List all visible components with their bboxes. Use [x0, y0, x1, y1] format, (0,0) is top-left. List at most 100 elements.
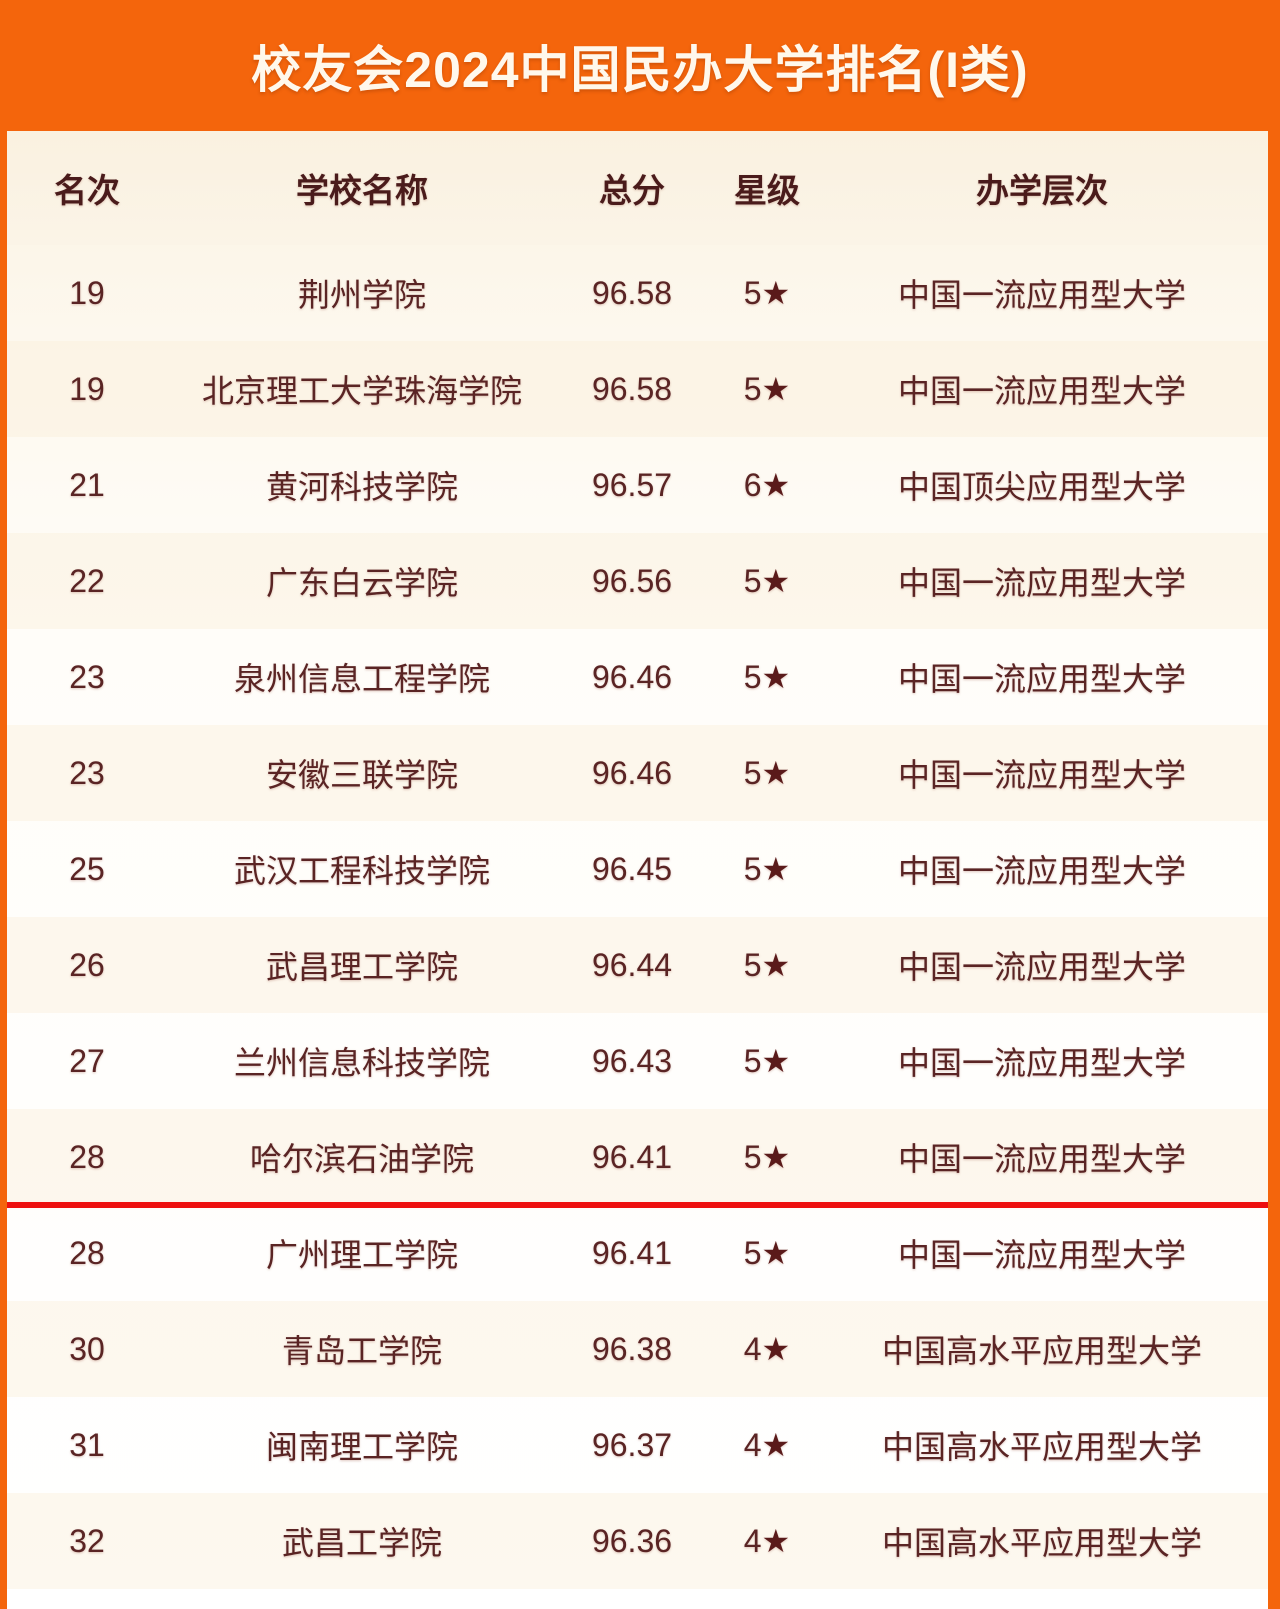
cell-star: 5 ★ — [743, 754, 791, 792]
cell-name: 北京理工大学珠海学院 — [201, 373, 522, 409]
cell-star: 5 ★ — [743, 1042, 791, 1080]
cell-level: 中国一流应用型大学 — [897, 1141, 1186, 1177]
table-row[interactable]: 30 青岛工学院 96.38 4 ★ 中国高水平应用型大学 — [7, 1301, 1268, 1397]
table-header-row: 名次 学校名称 总分 星级 办学层次 — [7, 131, 1268, 245]
cell-score: 96.58 — [591, 274, 673, 311]
star-icon: ★ — [761, 659, 791, 695]
cell-name: 闽南理工学院 — [265, 1429, 458, 1465]
cell-score: 96.43 — [591, 1042, 673, 1079]
cell-star: 5 ★ — [743, 370, 791, 408]
cell-level: 中国一流应用型大学 — [897, 277, 1186, 313]
cell-star: 4 ★ — [743, 1330, 791, 1368]
right-border-rail — [1268, 131, 1280, 1609]
title-banner: 校友会2024中国民办大学排名(I类) — [0, 0, 1280, 131]
cell-rank: 30 — [69, 1330, 105, 1367]
cell-level: 中国一流应用型大学 — [897, 757, 1186, 793]
cell-star: 5 ★ — [743, 274, 791, 312]
table-row[interactable]: 23 安徽三联学院 96.46 5 ★ 中国一流应用型大学 — [7, 725, 1268, 821]
cell-name: 广东白云学院 — [265, 565, 458, 601]
table-row[interactable]: 19 荆州学院 96.58 5 ★ 中国一流应用型大学 — [7, 245, 1268, 341]
cell-level: 中国一流应用型大学 — [897, 373, 1186, 409]
cell-rank: 19 — [69, 274, 105, 311]
cell-level: 中国一流应用型大学 — [897, 661, 1186, 697]
cell-level: 中国高水平应用型大学 — [881, 1429, 1202, 1465]
cell-name: 泉州信息工程学院 — [233, 661, 490, 697]
cell-score: 96.46 — [591, 658, 673, 695]
table-row[interactable]: 22 广东白云学院 96.56 5 ★ 中国一流应用型大学 — [7, 533, 1268, 629]
cell-star: 5 ★ — [743, 1234, 791, 1272]
cell-level: 中国一流应用型大学 — [897, 853, 1186, 889]
cell-star: 5 ★ — [743, 658, 791, 696]
cell-name: 安徽三联学院 — [265, 757, 458, 793]
cell-rank: 22 — [69, 562, 105, 599]
cell-star: 6 ★ — [743, 466, 791, 504]
cell-rank: 28 — [69, 1138, 105, 1175]
table-row[interactable]: 23 泉州信息工程学院 96.46 5 ★ 中国一流应用型大学 — [7, 629, 1268, 725]
table-row[interactable]: 26 武昌理工学院 96.44 5 ★ 中国一流应用型大学 — [7, 917, 1268, 1013]
cell-level: 中国高水平应用型大学 — [881, 1525, 1202, 1561]
cell-level: 中国高水平应用型大学 — [881, 1333, 1202, 1369]
column-header-level: 办学层次 — [976, 172, 1108, 209]
cell-star: 5 ★ — [743, 850, 791, 888]
table-row[interactable]: 31 闽南理工学院 96.37 4 ★ 中国高水平应用型大学 — [7, 1397, 1268, 1493]
cell-name: 青岛工学院 — [281, 1333, 442, 1369]
cell-rank: 21 — [69, 466, 105, 503]
table-row[interactable]: 32 武昌工学院 96.36 4 ★ 中国高水平应用型大学 — [7, 1493, 1268, 1589]
column-header-score: 总分 — [599, 172, 665, 209]
table-row[interactable]: 28 哈尔滨石油学院 96.41 5 ★ 中国一流应用型大学 — [7, 1109, 1268, 1205]
table-row[interactable]: 21 黄河科技学院 96.57 6 ★ 中国顶尖应用型大学 — [7, 437, 1268, 533]
ranking-table: 名次 学校名称 总分 星级 办学层次 19 荆州学院 96.58 5 ★ 中国一流应用型大… — [7, 131, 1268, 1609]
star-icon: ★ — [761, 755, 791, 791]
column-header-star: 星级 — [734, 172, 800, 209]
cell-name: 兰州信息科技学院 — [233, 1045, 490, 1081]
cell-name: 荆州学院 — [297, 277, 426, 313]
cell-score: 96.57 — [591, 466, 673, 503]
column-header-name: 学校名称 — [296, 172, 428, 209]
cell-level: 中国一流应用型大学 — [897, 1045, 1186, 1081]
cell-rank: 32 — [69, 1522, 105, 1559]
cell-score: 96.46 — [591, 754, 673, 791]
star-icon: ★ — [761, 563, 791, 599]
cell-rank: 25 — [69, 850, 105, 887]
table-body: 19 荆州学院 96.58 5 ★ 中国一流应用型大学 19 北京理工大学珠海学院 96.58 5… — [7, 245, 1268, 1589]
highlight-divider — [7, 1202, 1268, 1208]
cell-level: 中国顶尖应用型大学 — [897, 469, 1186, 505]
cell-star: 4 ★ — [743, 1522, 791, 1560]
cell-name: 武昌理工学院 — [265, 949, 458, 985]
star-icon: ★ — [761, 275, 791, 311]
cell-score: 96.36 — [591, 1522, 673, 1559]
table-row[interactable]: 19 北京理工大学珠海学院 96.58 5 ★ 中国一流应用型大学 — [7, 341, 1268, 437]
cell-rank: 31 — [69, 1426, 105, 1463]
star-icon: ★ — [761, 1235, 791, 1271]
star-icon: ★ — [761, 1043, 791, 1079]
cell-level: 中国一流应用型大学 — [897, 949, 1186, 985]
table-row[interactable]: 28 广州理工学院 96.41 5 ★ 中国一流应用型大学 — [7, 1205, 1268, 1301]
cell-name: 黄河科技学院 — [265, 469, 458, 505]
star-icon: ★ — [761, 1331, 791, 1367]
left-border-rail — [0, 131, 7, 1609]
star-icon: ★ — [761, 1427, 791, 1463]
page-title: 校友会2024中国民办大学排名(I类) — [251, 41, 1029, 98]
cell-name: 武汉工程科技学院 — [233, 853, 490, 889]
cell-star: 5 ★ — [743, 562, 791, 600]
star-icon: ★ — [761, 1139, 791, 1175]
table-row[interactable]: 27 兰州信息科技学院 96.43 5 ★ 中国一流应用型大学 — [7, 1013, 1268, 1109]
star-icon: ★ — [761, 1523, 791, 1559]
cell-level: 中国一流应用型大学 — [897, 1237, 1186, 1273]
star-icon: ★ — [761, 947, 791, 983]
cell-star: 4 ★ — [743, 1426, 791, 1464]
cell-score: 96.58 — [591, 370, 673, 407]
star-icon: ★ — [761, 851, 791, 887]
star-icon: ★ — [761, 371, 791, 407]
cell-name: 广州理工学院 — [265, 1237, 458, 1273]
cell-rank: 19 — [69, 370, 105, 407]
cell-rank: 23 — [69, 658, 105, 695]
cell-score: 96.44 — [591, 946, 673, 983]
cell-score: 96.38 — [591, 1330, 673, 1367]
cell-rank: 28 — [69, 1234, 105, 1271]
star-icon: ★ — [761, 467, 791, 503]
cell-score: 96.56 — [591, 562, 673, 599]
table-row[interactable]: 25 武汉工程科技学院 96.45 5 ★ 中国一流应用型大学 — [7, 821, 1268, 917]
cell-name: 哈尔滨石油学院 — [249, 1141, 474, 1177]
